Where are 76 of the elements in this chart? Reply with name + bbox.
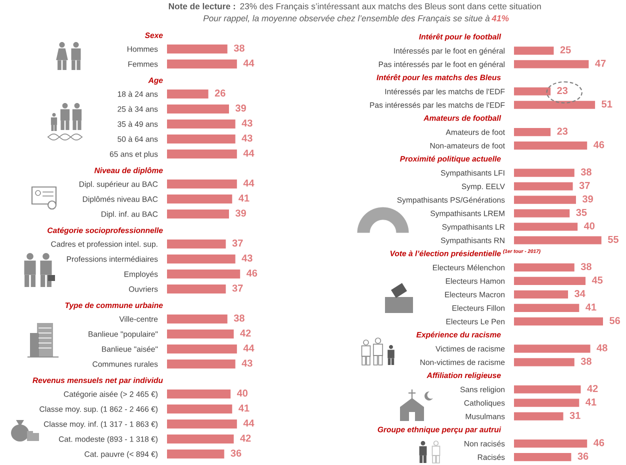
- data-label: 39: [582, 195, 593, 202]
- bar: [514, 209, 570, 218]
- bar: [514, 304, 580, 312]
- data-label: 46: [246, 270, 258, 277]
- data-label: 42: [587, 384, 598, 392]
- data-label: 39: [235, 210, 246, 217]
- data-label: 41: [586, 304, 596, 311]
- data-label: 39: [235, 104, 246, 112]
- data-label: 44: [243, 420, 254, 427]
- bar: [167, 389, 231, 398]
- data-label: 36: [578, 452, 588, 460]
- bar: [514, 276, 586, 286]
- data-label: 48: [596, 344, 608, 352]
- data-label: 36: [230, 450, 242, 457]
- bar: [514, 317, 603, 326]
- data-label: 40: [236, 390, 248, 397]
- data-label: 44: [243, 180, 254, 187]
- data-label: 38: [580, 168, 592, 176]
- data-label: 26: [214, 90, 226, 97]
- data-label: 41: [586, 398, 596, 406]
- bar: [514, 196, 576, 204]
- data-label: 23: [557, 86, 568, 94]
- data-label: 38: [234, 44, 244, 52]
- data-label: 43: [242, 360, 252, 367]
- data-label: 37: [232, 240, 243, 247]
- data-label: 44: [243, 344, 254, 352]
- bar: [514, 222, 578, 231]
- bar: [167, 104, 229, 114]
- data-label: 41: [238, 194, 250, 202]
- data-label: 43: [242, 120, 252, 127]
- data-label: 35: [576, 208, 587, 216]
- data-label: 47: [595, 60, 606, 67]
- data-label: 40: [584, 222, 595, 230]
- data-label: 46: [594, 439, 604, 446]
- bar: [514, 290, 568, 298]
- bar: [167, 119, 236, 128]
- data-label: 42: [240, 434, 251, 442]
- data-label: 43: [242, 254, 252, 262]
- data-label: 56: [610, 317, 620, 324]
- data-label: 44: [243, 150, 254, 157]
- bar: [514, 236, 602, 244]
- bar: [167, 314, 228, 324]
- bar: [167, 149, 237, 158]
- bar: [167, 419, 237, 428]
- bar: [167, 359, 236, 368]
- text: 41%: [492, 15, 509, 22]
- data-label: 37: [232, 284, 243, 292]
- data-label: 23: [557, 128, 568, 135]
- text: Pour rappel, la moyenne observée chez l’ensemble des Français se situe à: [203, 14, 490, 24]
- data-label: 38: [580, 263, 592, 270]
- bar: [167, 434, 234, 444]
- text: 23% des Français s’intéressant aux matchs des Bleus sont dans cette situation: [240, 2, 541, 12]
- data-label: 43: [242, 134, 252, 142]
- bar: [514, 168, 574, 177]
- data-label: 42: [240, 330, 251, 337]
- bar: [167, 329, 234, 338]
- data-label: 34: [574, 290, 586, 298]
- data-label: 41: [238, 404, 250, 412]
- bar: [167, 344, 237, 354]
- data-label: 38: [234, 314, 244, 322]
- data-label: 44: [243, 60, 254, 67]
- text: Note de lecture :: [168, 2, 235, 10]
- data-label: 37: [579, 182, 590, 189]
- bar: [514, 182, 573, 190]
- bar: [167, 449, 224, 458]
- bar: [167, 134, 236, 144]
- data-label: 46: [594, 141, 604, 148]
- bar: [514, 263, 574, 272]
- bar: [167, 404, 232, 414]
- data-label: 45: [592, 276, 603, 284]
- data-label: 51: [602, 100, 612, 108]
- bar: [167, 89, 208, 98]
- data-label: 31: [570, 412, 580, 420]
- data-label: 25: [560, 46, 571, 54]
- data-label: 38: [580, 358, 592, 365]
- data-label: 55: [608, 236, 619, 243]
